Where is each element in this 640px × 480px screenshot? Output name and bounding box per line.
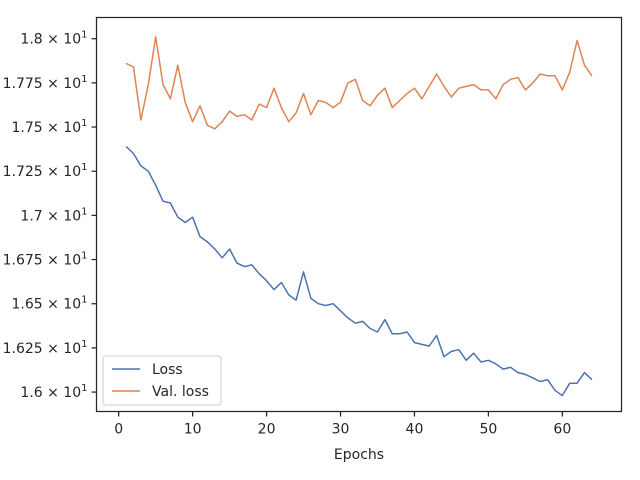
x-tick-label: 60 [553, 422, 571, 438]
x-tick-label: 20 [258, 422, 276, 438]
plot-frame [95, 16, 623, 413]
y-tick-label: 1.675 × 101 [3, 251, 88, 269]
series-line-val-loss [125, 36, 593, 130]
series-lines [125, 36, 593, 397]
y-tick-label: 1.75 × 101 [12, 118, 88, 136]
y-tick-label: 1.725 × 101 [3, 162, 88, 180]
y-tick-label: 1.65 × 101 [12, 295, 88, 313]
x-tick-label: 0 [114, 422, 123, 438]
x-axis-label: Epochs [334, 447, 384, 463]
legend: Loss Val. loss [102, 355, 222, 406]
x-tick-label: 50 [479, 422, 497, 438]
legend-label-loss: Loss [152, 362, 183, 378]
y-tick-label: 1.7 × 101 [20, 206, 87, 224]
legend-label-val-loss: Val. loss [152, 384, 209, 400]
y-tick-label: 1.6 × 101 [20, 383, 87, 401]
x-tick-label: 40 [406, 422, 424, 438]
y-tick-label: 1.625 × 101 [3, 339, 88, 357]
x-tick-label: 10 [184, 422, 202, 438]
series-line-loss [125, 145, 593, 397]
x-tick-label: 30 [332, 422, 350, 438]
y-tick-label: 1.8 × 101 [20, 30, 87, 48]
y-tick-label: 1.775 × 101 [3, 74, 88, 92]
y-axis: 1.6 × 101 1.625 × 101 1.65 × 101 1.675 × 10… [3, 30, 97, 401]
plot-area [96, 17, 622, 412]
x-axis: 0 10 20 30 40 50 60 [114, 411, 571, 438]
